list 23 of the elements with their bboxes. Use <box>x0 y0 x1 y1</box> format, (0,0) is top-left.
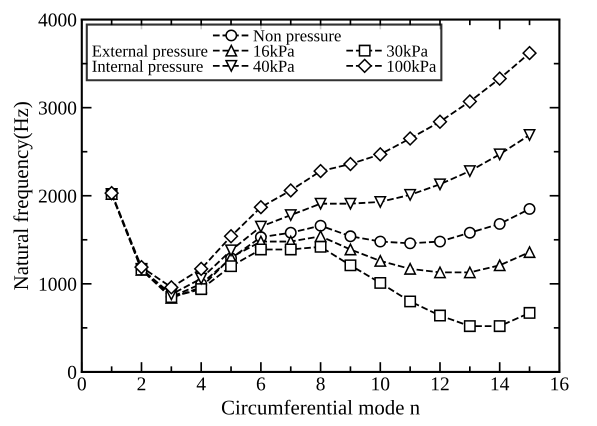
x-tick-label: 2 <box>137 377 146 390</box>
x-tick-label: 16 <box>551 377 569 390</box>
y-tick-label: 4000 <box>38 13 76 27</box>
legend-label: 40kPa <box>253 60 294 72</box>
y-tick-label: 0 <box>68 366 76 379</box>
annotation: External pressure <box>92 44 208 60</box>
x-tick-label: 14 <box>492 377 510 390</box>
y-tick-label: 3000 <box>38 101 76 115</box>
annotation: Internal pressure <box>92 60 203 76</box>
y-tick-label: 2000 <box>38 190 76 203</box>
legend-label: Non pressure <box>253 30 341 45</box>
x-tick-label: 12 <box>432 377 449 390</box>
legend-label: 30kPa <box>387 44 428 57</box>
legend-label: 100kPa <box>388 60 436 72</box>
x-axis-title: Circumferential mode n <box>222 400 420 415</box>
y-axis-title: Natural frequency(Hz) <box>13 102 32 290</box>
x-tick-label: 10 <box>372 377 390 390</box>
x-tick-label: 6 <box>256 377 266 390</box>
x-tick-label: 8 <box>316 377 325 390</box>
x-tick-label: 4 <box>196 377 206 390</box>
x-tick-label: 0 <box>78 377 86 390</box>
legend-label: 16kPa <box>254 44 294 57</box>
y-tick-label: 1000 <box>40 278 76 291</box>
